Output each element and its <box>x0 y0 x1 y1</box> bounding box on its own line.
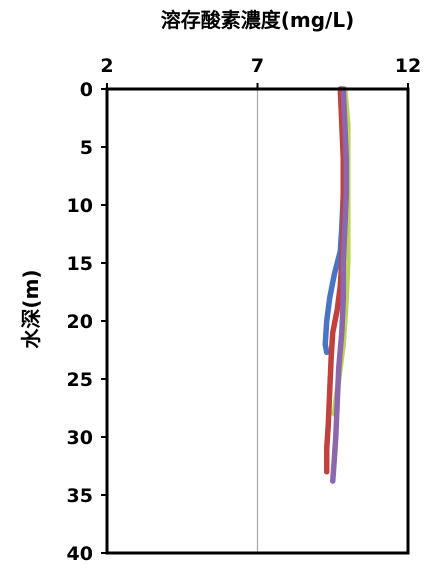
y-tick-label: 5 <box>80 137 93 159</box>
y-tick-label: 35 <box>67 485 93 507</box>
series-line-4 <box>330 86 350 484</box>
series-lines <box>322 86 351 484</box>
x-axis-title: 溶存酸素濃度(mg/L) <box>161 8 355 32</box>
y-tick-label: 15 <box>67 253 93 275</box>
x-tick-label: 12 <box>395 55 421 77</box>
x-tick-label: 2 <box>100 55 113 77</box>
x-tick-label: 7 <box>251 55 264 77</box>
y-tick-label: 25 <box>67 369 93 391</box>
series-line-3 <box>323 86 347 475</box>
y-tick-label: 20 <box>67 311 93 333</box>
y-tick-label: 0 <box>80 79 93 101</box>
y-axis-title: 水深(m) <box>19 269 43 348</box>
y-tick-label: 40 <box>67 543 93 565</box>
axis-ticks: 2 7 12 0 5 10 15 20 25 30 35 40 <box>67 55 422 565</box>
y-tick-label: 30 <box>67 427 93 449</box>
y-tick-label: 10 <box>67 195 93 217</box>
